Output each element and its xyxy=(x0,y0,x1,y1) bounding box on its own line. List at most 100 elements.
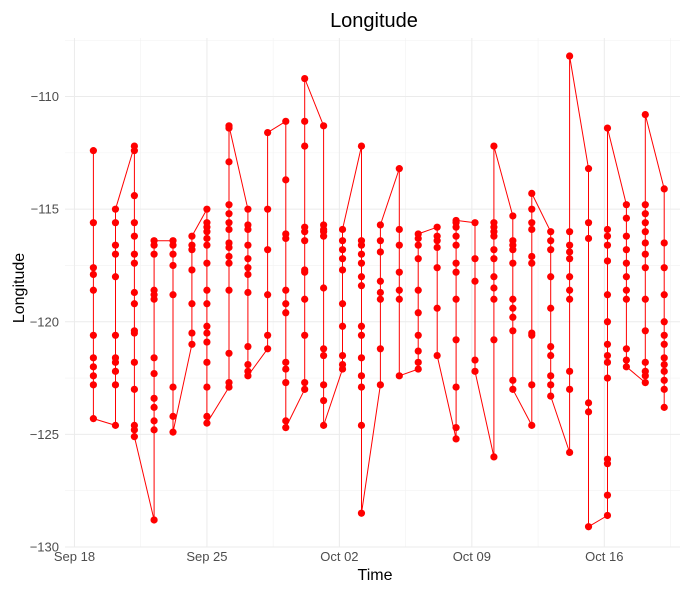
data-point xyxy=(320,421,328,429)
data-point xyxy=(471,356,479,364)
data-point xyxy=(566,248,574,256)
data-point xyxy=(603,225,612,234)
data-point xyxy=(452,259,460,267)
series-layer xyxy=(89,52,668,531)
data-point xyxy=(414,241,422,249)
data-point xyxy=(338,360,347,369)
data-point xyxy=(490,219,498,227)
data-point xyxy=(566,367,574,375)
data-point xyxy=(395,268,403,276)
data-point xyxy=(660,403,668,411)
data-point xyxy=(357,509,366,517)
data-point xyxy=(660,291,668,299)
data-point xyxy=(414,255,422,263)
data-point xyxy=(338,255,347,263)
data-point xyxy=(357,322,366,330)
data-point xyxy=(376,381,384,389)
data-point xyxy=(338,351,347,360)
data-point xyxy=(622,273,630,281)
data-point xyxy=(244,205,252,213)
data-point xyxy=(203,219,211,227)
data-point xyxy=(301,223,309,231)
data-point xyxy=(282,286,290,294)
grid-minor xyxy=(65,38,680,547)
data-point xyxy=(395,295,403,303)
data-point xyxy=(490,336,498,344)
data-point xyxy=(301,237,309,245)
data-point xyxy=(622,259,630,267)
data-point xyxy=(203,300,211,308)
data-point xyxy=(641,110,649,119)
data-point xyxy=(89,147,97,155)
data-point xyxy=(603,232,612,240)
data-point xyxy=(641,358,649,366)
data-point xyxy=(225,122,233,130)
data-point xyxy=(395,241,403,249)
data-point xyxy=(376,345,384,353)
data-point xyxy=(641,250,649,258)
data-point xyxy=(150,250,158,258)
data-point xyxy=(320,221,328,229)
data-point xyxy=(509,327,517,335)
data-point xyxy=(225,158,233,166)
data-point xyxy=(244,288,252,297)
data-point xyxy=(584,408,593,416)
data-point xyxy=(452,295,460,303)
data-point xyxy=(301,378,309,387)
data-point xyxy=(433,223,441,231)
data-point xyxy=(357,354,366,362)
data-point xyxy=(603,291,612,299)
data-point xyxy=(150,369,158,378)
data-point xyxy=(584,399,593,407)
data-point xyxy=(130,300,138,308)
data-point xyxy=(603,511,612,520)
data-point xyxy=(130,250,138,258)
data-point xyxy=(169,383,177,391)
data-point xyxy=(509,295,517,303)
data-point xyxy=(203,358,211,366)
data-point xyxy=(320,345,328,353)
data-point xyxy=(150,516,158,524)
data-point xyxy=(244,360,252,369)
data-point xyxy=(130,219,138,227)
data-point xyxy=(89,331,97,339)
data-point xyxy=(414,358,422,366)
data-point xyxy=(566,241,574,249)
y-axis-ticks: −130 −125 −120 −115 −110 xyxy=(30,89,59,554)
data-point xyxy=(357,421,366,429)
data-point xyxy=(338,322,347,330)
data-point xyxy=(376,277,384,285)
data-point xyxy=(130,192,138,200)
data-point xyxy=(150,354,158,362)
data-point xyxy=(111,331,120,339)
data-point xyxy=(452,424,460,432)
data-point xyxy=(641,378,649,387)
data-point xyxy=(584,523,593,531)
data-point xyxy=(433,243,441,252)
data-point xyxy=(357,250,366,258)
data-point xyxy=(130,433,138,441)
data-point xyxy=(203,412,211,420)
data-point xyxy=(320,381,328,389)
data-point xyxy=(584,165,593,173)
data-point xyxy=(566,286,574,294)
data-point xyxy=(528,189,536,198)
data-point xyxy=(301,266,309,274)
y-tick-label: −115 xyxy=(31,202,59,217)
chart-title: Longitude xyxy=(330,10,418,32)
data-point xyxy=(130,288,138,297)
data-point xyxy=(490,453,498,461)
data-point xyxy=(111,205,120,213)
data-point xyxy=(452,336,460,344)
data-point xyxy=(452,268,460,276)
data-point xyxy=(338,266,347,274)
data-point xyxy=(111,421,120,429)
data-point xyxy=(660,354,668,362)
data-point xyxy=(264,331,272,339)
data-point xyxy=(130,358,138,366)
data-point xyxy=(603,491,612,499)
data-point xyxy=(225,210,233,218)
data-point xyxy=(641,264,649,272)
x-axis-ticks: Sep 18 Sep 25 Oct 02 Oct 09 Oct 16 xyxy=(54,549,624,564)
data-point xyxy=(603,351,612,360)
